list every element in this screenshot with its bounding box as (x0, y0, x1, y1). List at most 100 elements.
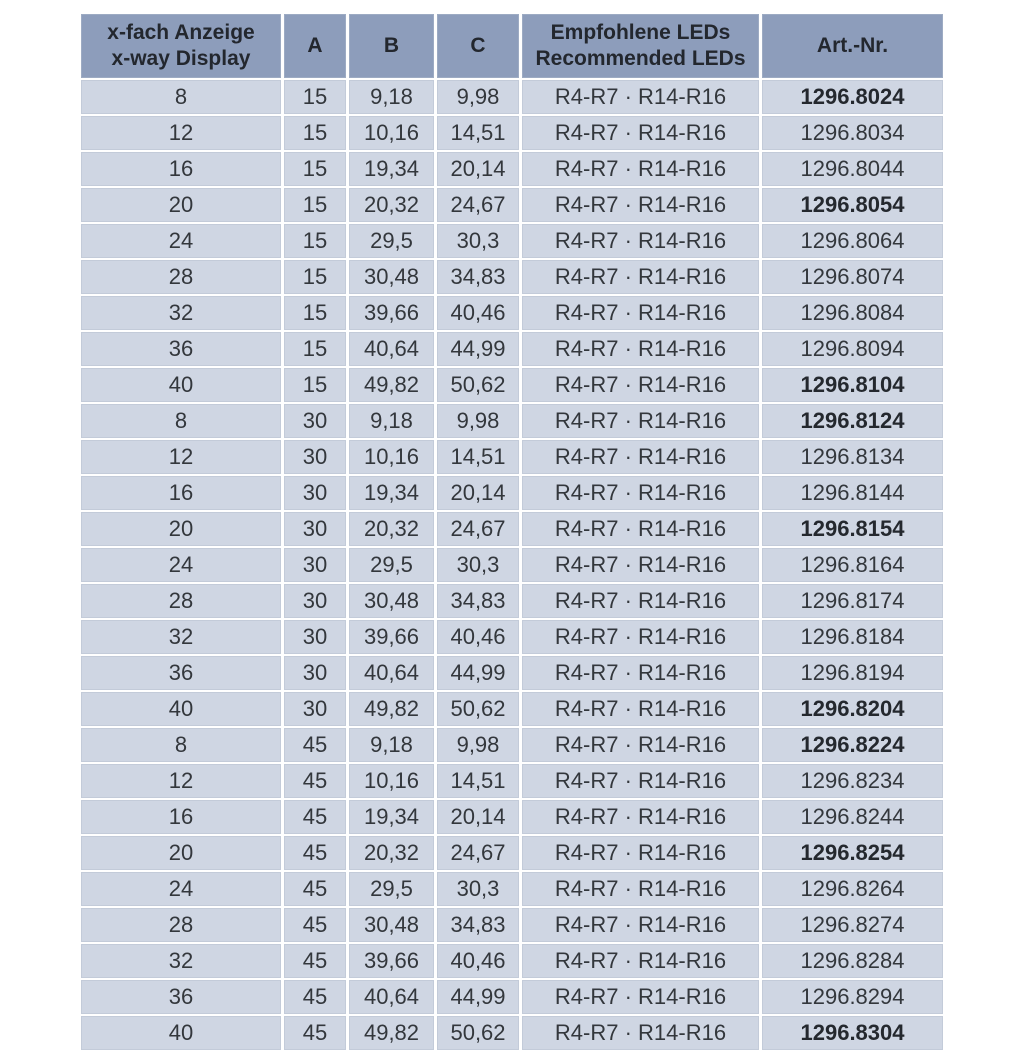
cell-b: 10,16 (349, 764, 434, 798)
table-row: 20 15 20,32 24,67 R4-R7 · R14-R16 1296.8054 (81, 188, 943, 222)
cell-c: 14,51 (437, 116, 519, 150)
table-row: 28 45 30,48 34,83 R4-R7 · R14-R16 1296.8274 (81, 908, 943, 942)
cell-x-way: 28 (81, 260, 281, 294)
cell-x-way: 8 (81, 80, 281, 114)
cell-a: 15 (284, 296, 346, 330)
cell-x-way: 40 (81, 1016, 281, 1050)
cell-c: 24,67 (437, 188, 519, 222)
cell-art-nr: 1296.8294 (762, 980, 943, 1014)
cell-art-nr: 1296.8064 (762, 224, 943, 258)
cell-b: 30,48 (349, 908, 434, 942)
cell-c: 20,14 (437, 476, 519, 510)
cell-b: 10,16 (349, 440, 434, 474)
column-header-c: C (437, 14, 519, 78)
cell-leds: R4-R7 · R14-R16 (522, 188, 759, 222)
cell-x-way: 28 (81, 908, 281, 942)
cell-art-nr: 1296.8224 (762, 728, 943, 762)
cell-a: 15 (284, 116, 346, 150)
table-row: 12 45 10,16 14,51 R4-R7 · R14-R16 1296.8234 (81, 764, 943, 798)
cell-leds: R4-R7 · R14-R16 (522, 260, 759, 294)
cell-x-way: 24 (81, 224, 281, 258)
cell-c: 30,3 (437, 548, 519, 582)
cell-c: 24,67 (437, 836, 519, 870)
cell-c: 9,98 (437, 80, 519, 114)
cell-art-nr: 1296.8274 (762, 908, 943, 942)
cell-a: 45 (284, 764, 346, 798)
cell-x-way: 32 (81, 296, 281, 330)
cell-x-way: 8 (81, 404, 281, 438)
cell-x-way: 16 (81, 152, 281, 186)
cell-x-way: 32 (81, 944, 281, 978)
cell-a: 30 (284, 404, 346, 438)
cell-leds: R4-R7 · R14-R16 (522, 944, 759, 978)
cell-b: 19,34 (349, 476, 434, 510)
cell-art-nr: 1296.8044 (762, 152, 943, 186)
cell-leds: R4-R7 · R14-R16 (522, 1016, 759, 1050)
table-row: 20 30 20,32 24,67 R4-R7 · R14-R16 1296.8154 (81, 512, 943, 546)
table-row: 40 30 49,82 50,62 R4-R7 · R14-R16 1296.8204 (81, 692, 943, 726)
cell-a: 45 (284, 980, 346, 1014)
cell-a: 30 (284, 512, 346, 546)
cell-art-nr: 1296.8084 (762, 296, 943, 330)
cell-c: 9,98 (437, 404, 519, 438)
cell-a: 30 (284, 440, 346, 474)
cell-c: 30,3 (437, 224, 519, 258)
cell-leds: R4-R7 · R14-R16 (522, 692, 759, 726)
cell-leds: R4-R7 · R14-R16 (522, 764, 759, 798)
column-header-art-nr: Art.-Nr. (762, 14, 943, 78)
table-row: 12 30 10,16 14,51 R4-R7 · R14-R16 1296.8134 (81, 440, 943, 474)
cell-b: 9,18 (349, 404, 434, 438)
cell-b: 10,16 (349, 116, 434, 150)
cell-c: 14,51 (437, 440, 519, 474)
table-row: 36 45 40,64 44,99 R4-R7 · R14-R16 1296.8294 (81, 980, 943, 1014)
cell-art-nr: 1296.8024 (762, 80, 943, 114)
cell-art-nr: 1296.8254 (762, 836, 943, 870)
cell-x-way: 8 (81, 728, 281, 762)
cell-x-way: 12 (81, 440, 281, 474)
cell-c: 9,98 (437, 728, 519, 762)
table-row: 36 30 40,64 44,99 R4-R7 · R14-R16 1296.8194 (81, 656, 943, 690)
cell-leds: R4-R7 · R14-R16 (522, 296, 759, 330)
cell-b: 49,82 (349, 1016, 434, 1050)
table-row: 32 45 39,66 40,46 R4-R7 · R14-R16 1296.8284 (81, 944, 943, 978)
cell-b: 40,64 (349, 980, 434, 1014)
table-row: 24 45 29,5 30,3 R4-R7 · R14-R16 1296.8264 (81, 872, 943, 906)
cell-x-way: 40 (81, 692, 281, 726)
cell-leds: R4-R7 · R14-R16 (522, 404, 759, 438)
cell-a: 15 (284, 332, 346, 366)
cell-art-nr: 1296.8034 (762, 116, 943, 150)
cell-c: 44,99 (437, 332, 519, 366)
cell-c: 50,62 (437, 1016, 519, 1050)
cell-c: 20,14 (437, 152, 519, 186)
cell-art-nr: 1296.8284 (762, 944, 943, 978)
cell-leds: R4-R7 · R14-R16 (522, 80, 759, 114)
cell-leds: R4-R7 · R14-R16 (522, 656, 759, 690)
cell-a: 30 (284, 656, 346, 690)
cell-leds: R4-R7 · R14-R16 (522, 620, 759, 654)
cell-b: 29,5 (349, 548, 434, 582)
cell-b: 20,32 (349, 836, 434, 870)
table-row: 40 15 49,82 50,62 R4-R7 · R14-R16 1296.8104 (81, 368, 943, 402)
cell-leds: R4-R7 · R14-R16 (522, 152, 759, 186)
column-header-recommended-leds: Empfohlene LEDs Recommended LEDs (522, 14, 759, 78)
cell-art-nr: 1296.8244 (762, 800, 943, 834)
cell-c: 20,14 (437, 800, 519, 834)
cell-a: 30 (284, 548, 346, 582)
cell-art-nr: 1296.8184 (762, 620, 943, 654)
cell-a: 15 (284, 368, 346, 402)
cell-x-way: 16 (81, 476, 281, 510)
table-row: 12 15 10,16 14,51 R4-R7 · R14-R16 1296.8034 (81, 116, 943, 150)
table-row: 20 45 20,32 24,67 R4-R7 · R14-R16 1296.8254 (81, 836, 943, 870)
cell-a: 45 (284, 908, 346, 942)
product-spec-table: x-fach Anzeige x-way Display A B C Empfo… (78, 12, 946, 1052)
cell-a: 30 (284, 476, 346, 510)
cell-a: 15 (284, 188, 346, 222)
cell-b: 39,66 (349, 620, 434, 654)
cell-art-nr: 1296.8194 (762, 656, 943, 690)
cell-a: 45 (284, 1016, 346, 1050)
cell-art-nr: 1296.8144 (762, 476, 943, 510)
cell-a: 45 (284, 728, 346, 762)
cell-c: 30,3 (437, 872, 519, 906)
cell-a: 15 (284, 224, 346, 258)
cell-art-nr: 1296.8234 (762, 764, 943, 798)
